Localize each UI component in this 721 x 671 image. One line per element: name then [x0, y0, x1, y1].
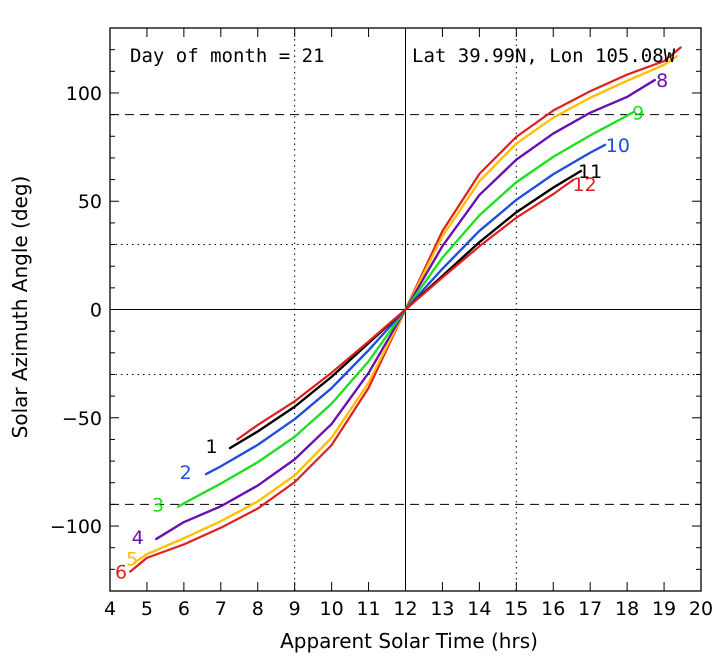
y-tick-label: 50	[78, 191, 102, 213]
day-of-month-annotation: Day of month = 21	[130, 45, 324, 67]
series-label-12: 12	[573, 174, 597, 196]
series-label-11: 11	[578, 161, 602, 183]
y-tick-label: −100	[50, 516, 102, 538]
series-label-8: 8	[656, 70, 668, 92]
x-tick-label: 9	[289, 598, 301, 620]
x-tick-label: 16	[541, 598, 565, 620]
location-annotation: Lat 39.99N, Lon 105.08W	[412, 45, 676, 67]
x-tick-label: 18	[615, 598, 639, 620]
x-tick-label: 15	[504, 598, 528, 620]
series-line-12	[236, 178, 575, 441]
y-tick-label: 100	[66, 83, 102, 105]
x-tick-label: 5	[141, 598, 153, 620]
series-label-10: 10	[606, 135, 630, 157]
y-tick-label: 0	[90, 300, 102, 322]
x-tick-label: 8	[252, 598, 264, 620]
x-tick-label: 20	[689, 598, 713, 620]
series-label-9: 9	[632, 102, 644, 124]
series-label-6: 6	[115, 562, 127, 584]
x-tick-label: 7	[215, 598, 227, 620]
series-label-2: 2	[180, 462, 192, 484]
y-axis-title: Solar Azimuth Angle (deg)	[8, 176, 32, 439]
x-tick-label: 10	[320, 598, 344, 620]
series-label-3: 3	[152, 494, 164, 516]
axis-ticks: 4 5 6 7 8 9 10 11 12 13 14 15 16 17 18 19 20−100−5005010…	[50, 28, 713, 620]
x-tick-label: 11	[356, 598, 380, 620]
x-axis-title: Apparent Solar Time (hrs)	[280, 629, 538, 653]
y-tick-label: −50	[62, 408, 102, 430]
series-label-5: 5	[126, 549, 138, 571]
series-label-1: 1	[206, 436, 218, 458]
x-tick-label: 14	[467, 598, 491, 620]
x-tick-label: 17	[578, 598, 602, 620]
series-label-4: 4	[132, 527, 144, 549]
x-tick-label: 6	[178, 598, 190, 620]
x-tick-label: 4	[104, 598, 116, 620]
x-tick-label: 12	[393, 598, 417, 620]
x-tick-label: 13	[430, 598, 454, 620]
series-layer	[129, 46, 682, 573]
x-tick-label: 19	[652, 598, 676, 620]
